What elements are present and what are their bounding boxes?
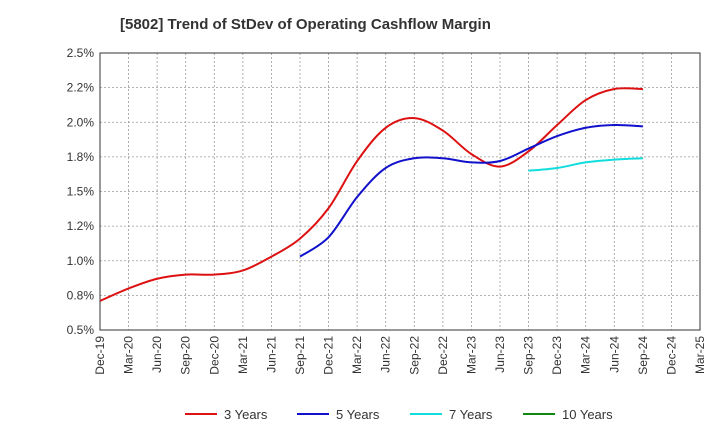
series-line-3 (528, 157, 643, 172)
chart-title: [5802] Trend of StDev of Operating Cashf… (120, 16, 491, 33)
x-tick-label: Mar-23 (464, 336, 478, 374)
plot-frame (99, 52, 701, 331)
x-tick-labels: Dec-19 Mar-20 Jun-20 Sep-20 Dec-20 Mar-21 Jun-… (93, 336, 707, 375)
x-tick-label: Mar-21 (236, 336, 250, 374)
x-tick-label: Dec-23 (550, 336, 564, 375)
legend-label-1: 3 Years (224, 407, 268, 422)
x-tick-label: Sep-23 (522, 336, 536, 375)
x-tick-label: Dec-24 (664, 336, 678, 375)
y-tick-label: 1.2% (67, 219, 95, 233)
y-tick-label: 1.5% (67, 185, 95, 199)
x-tick-label: Dec-20 (207, 336, 221, 375)
series-line-2 (299, 124, 643, 258)
y-tick-label: 2.2% (67, 81, 95, 95)
x-tick-label: Jun-21 (264, 336, 278, 373)
x-tick-label: Sep-20 (179, 336, 193, 375)
legend-label-2: 5 Years (336, 407, 380, 422)
x-tick-label: Mar-22 (350, 336, 364, 374)
y-tick-label: 0.5% (67, 323, 95, 337)
y-tick-label: 0.8% (67, 288, 95, 302)
series-layer (99, 87, 643, 302)
x-tick-label: Dec-21 (322, 336, 336, 375)
y-tick-label: 2.0% (67, 115, 95, 129)
x-tick-label: Sep-22 (407, 336, 421, 375)
legend: 3 Years 5 Years 7 Years 10 Years (185, 407, 613, 422)
x-tick-label: Dec-19 (93, 336, 107, 375)
y-tick-label: 2.5% (67, 46, 95, 60)
plot-border (99, 52, 701, 331)
y-tick-labels: 0.5% 0.8% 1.0% 1.2% 1.5% 1.8% 2.0% 2.2% 2.5% (67, 46, 95, 337)
x-tick-label: Sep-21 (293, 336, 307, 375)
x-tick-label: Mar-20 (122, 336, 136, 374)
series-line-1 (99, 87, 643, 302)
x-tick-label: Jun-23 (493, 336, 507, 373)
x-tick-label: Mar-25 (693, 336, 707, 374)
x-tick-label: Mar-24 (579, 336, 593, 374)
legend-label-3: 7 Years (449, 407, 493, 422)
legend-label-4: 10 Years (562, 407, 613, 422)
x-tick-label: Jun-24 (607, 336, 621, 373)
x-tick-label: Jun-20 (150, 336, 164, 373)
x-tick-label: Dec-22 (436, 336, 450, 375)
x-tick-label: Jun-22 (379, 336, 393, 373)
x-tick-label: Sep-24 (636, 336, 650, 375)
y-tick-label: 1.8% (67, 150, 95, 164)
grid-layer (99, 52, 701, 331)
y-tick-label: 1.0% (67, 254, 95, 268)
